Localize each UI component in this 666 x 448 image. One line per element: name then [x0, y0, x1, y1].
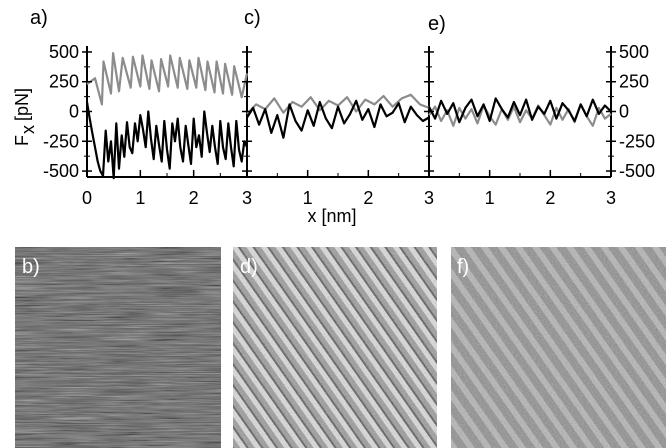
- y-axis-title-main: F: [12, 135, 32, 146]
- y-tick-label: 250: [619, 72, 649, 92]
- panel-label-c: c): [244, 7, 261, 29]
- x-tick-label: 2: [545, 188, 555, 208]
- series-line-gray: [86, 51, 249, 106]
- y-tick-label: 0: [69, 102, 79, 122]
- panel-label-e: e): [428, 13, 446, 35]
- series-line-black: [428, 97, 612, 124]
- x-tick-label: 1: [135, 188, 145, 208]
- tick-labels: 0 1 2 3 500 250 0 -250 -500 1 2 3 1 2 3 500 250 0 -250 -500: [43, 42, 655, 208]
- series-line-gray: [246, 93, 430, 115]
- image-label-f: f): [457, 256, 469, 278]
- image-d: d): [233, 247, 437, 448]
- y-tick-label: -500: [619, 161, 655, 181]
- y-tick-label: -250: [619, 131, 655, 151]
- image-label-d: d): [240, 256, 258, 278]
- y-tick-label: 250: [49, 72, 79, 92]
- x-tick-label: 3: [242, 188, 252, 208]
- y-axis-title-sub: x: [18, 125, 38, 134]
- x-tick-label: 3: [606, 188, 616, 208]
- series-line-black: [85, 101, 249, 180]
- x-tick-label: 1: [303, 188, 313, 208]
- x-tick-label: 0: [82, 188, 92, 208]
- y-tick-label: -250: [43, 131, 79, 151]
- image-label-b: b): [22, 256, 40, 278]
- y-tick-label: 500: [619, 42, 649, 62]
- x-axis-title: x [nm]: [307, 206, 356, 226]
- image-f: f): [451, 247, 666, 448]
- series-line-black: [246, 99, 430, 139]
- x-tick-label: 2: [363, 188, 373, 208]
- y-axis-title-unit: [pN]: [12, 88, 32, 121]
- x-tick-label: 3: [424, 188, 434, 208]
- panel-label-a: a): [30, 7, 48, 29]
- y-axis-title: F x [pN]: [12, 88, 38, 146]
- x-tick-label: 1: [485, 188, 495, 208]
- y-tick-label: 0: [619, 102, 629, 122]
- y-tick-label: 500: [49, 42, 79, 62]
- y-tick-label: -500: [43, 161, 79, 181]
- force-curves: [85, 51, 612, 180]
- plot-axes: [86, 46, 612, 178]
- tick-marks: [82, 51, 616, 177]
- x-tick-label: 2: [189, 188, 199, 208]
- image-b: b): [15, 247, 221, 448]
